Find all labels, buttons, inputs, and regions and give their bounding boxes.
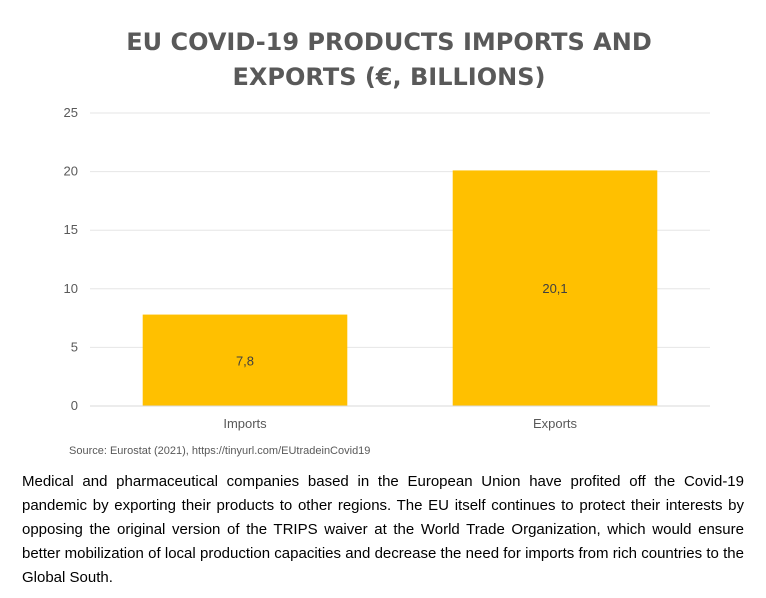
bar-exports xyxy=(452,170,658,406)
bar-imports xyxy=(142,314,348,406)
data-labels: 7,8 20,1 xyxy=(236,281,568,368)
y-axis-tick-labels: 0 5 10 15 20 25 xyxy=(64,105,78,413)
y-tick-label: 0 xyxy=(71,398,78,413)
chart-title-line-1: EU COVID-19 PRODUCTS IMPORTS AND xyxy=(126,28,652,56)
y-tick-label: 25 xyxy=(64,105,78,120)
bars xyxy=(142,170,658,406)
bar-chart: EU COVID-19 PRODUCTS IMPORTS AND EXPORTS… xyxy=(64,28,710,457)
data-label: 7,8 xyxy=(236,353,254,368)
data-label: 20,1 xyxy=(542,281,567,296)
source-note: Source: Eurostat (2021), https://tinyurl… xyxy=(69,445,370,457)
y-tick-label: 15 xyxy=(64,222,78,237)
x-category-label: Exports xyxy=(533,416,578,431)
y-tick-label: 20 xyxy=(64,164,78,179)
body-paragraph: Medical and pharmaceutical companies bas… xyxy=(22,473,744,586)
y-tick-label: 5 xyxy=(71,339,78,354)
x-category-label: Imports xyxy=(223,416,267,431)
x-axis-category-labels: Imports Exports xyxy=(223,416,577,431)
chart-title-line-2: EXPORTS (€, BILLIONS) xyxy=(233,63,546,91)
y-tick-label: 10 xyxy=(64,281,78,296)
